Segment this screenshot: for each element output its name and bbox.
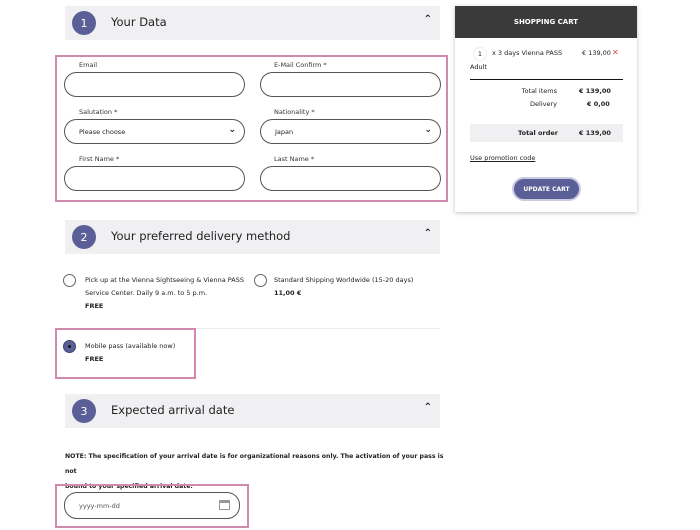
radio-pickup[interactable] [63, 274, 76, 287]
section-arrival-header[interactable]: 3 Expected arrival date ⌃ [65, 394, 440, 428]
salutation-label: Salutation * [79, 108, 118, 116]
highlight-box-date [55, 484, 249, 528]
section-title: Expected arrival date [111, 403, 235, 417]
email-label: Email [79, 61, 98, 69]
total-order-row: Total order € 139,00 [470, 124, 623, 142]
last-name-label: Last Name * [274, 155, 315, 163]
step-number: 1 [72, 11, 96, 35]
delivery-label: Delivery [530, 100, 557, 108]
shipping-line1: Standard Shipping Worldwide (15-20 days) [274, 276, 414, 284]
last-name-input[interactable] [260, 166, 441, 191]
quantity-input[interactable]: 1 [473, 47, 487, 61]
total-items-label: Total items [521, 87, 557, 95]
section-delivery-header[interactable]: 2 Your preferred delivery method ⌃ [65, 220, 440, 254]
promotion-code-link[interactable]: Use promotion code [470, 154, 536, 162]
remove-item-icon[interactable]: ✕ [612, 48, 619, 57]
pickup-line2: Service Center. Daily 9 a.m. to 5 p.m. [85, 289, 208, 297]
highlight-box-mobile-pass [55, 328, 196, 379]
total-order-value: € 139,00 [579, 129, 611, 137]
total-items-value: € 139,00 [579, 87, 611, 95]
pickup-line1: Pick up at the Vienna Sightseeing & Vien… [85, 276, 244, 284]
chevron-up-icon[interactable]: ⌃ [423, 14, 432, 25]
pickup-price: FREE [85, 302, 104, 310]
pickup-option-label[interactable]: Pick up at the Vienna Sightseeing & Vien… [85, 274, 244, 313]
chevron-up-icon[interactable]: ⌃ [423, 228, 432, 239]
step-number: 2 [72, 225, 96, 249]
radio-standard-shipping[interactable] [254, 274, 267, 287]
arrival-date-input[interactable]: yyyy-mm-dd [64, 492, 240, 519]
note-line2: bound to your specified arrival date. [65, 483, 193, 490]
date-placeholder: yyyy-mm-dd [79, 501, 120, 510]
chevron-down-icon: ⌄ [228, 125, 236, 135]
chevron-up-icon[interactable]: ⌃ [423, 402, 432, 413]
email-confirm-label: E-Mail Confirm * [274, 61, 327, 69]
total-order-label: Total order [518, 129, 558, 137]
salutation-select[interactable]: Please choose ⌄ [64, 119, 245, 144]
step-number: 3 [72, 399, 96, 423]
mobile-price: FREE [85, 355, 104, 363]
standard-shipping-label[interactable]: Standard Shipping Worldwide (15-20 days)… [274, 274, 413, 300]
first-name-label: First Name * [79, 155, 120, 163]
chevron-down-icon: ⌄ [424, 125, 432, 135]
email-input[interactable] [64, 72, 245, 97]
divider [470, 79, 623, 80]
email-confirm-input[interactable] [260, 72, 441, 97]
salutation-value: Please choose [79, 127, 126, 136]
shipping-price: 11,00 € [274, 289, 302, 297]
mobile-pass-label[interactable]: Mobile pass (available now) FREE [85, 340, 175, 366]
cart-title: SHOPPING CART [455, 6, 637, 38]
highlight-box-your-data [55, 55, 448, 202]
section-title: Your Data [111, 15, 167, 29]
first-name-input[interactable] [64, 166, 245, 191]
cart-item-name: x 3 days Vienna PASS [492, 49, 563, 57]
divider [65, 328, 440, 329]
section-your-data-header[interactable]: 1 Your Data ⌃ [65, 6, 440, 40]
delivery-value: € 0,00 [587, 100, 610, 108]
cart-item-type: Adult [470, 63, 487, 71]
section-title: Your preferred delivery method [111, 229, 291, 243]
update-cart-button[interactable]: UPDATE CART [512, 177, 581, 201]
arrival-note: NOTE: The specification of your arrival … [65, 449, 455, 494]
radio-mobile-pass[interactable] [63, 340, 76, 353]
nationality-label: Nationality * [274, 108, 315, 116]
calendar-icon[interactable] [219, 500, 230, 510]
nationality-value: Japan [275, 127, 294, 136]
nationality-select[interactable]: Japan ⌄ [260, 119, 441, 144]
mobile-line1: Mobile pass (available now) [85, 342, 176, 350]
cart-item-price: € 139,00 [582, 49, 611, 57]
shopping-cart: SHOPPING CART 1 x 3 days Vienna PASS € 1… [455, 6, 637, 212]
note-line1: NOTE: The specification of your arrival … [65, 453, 444, 475]
